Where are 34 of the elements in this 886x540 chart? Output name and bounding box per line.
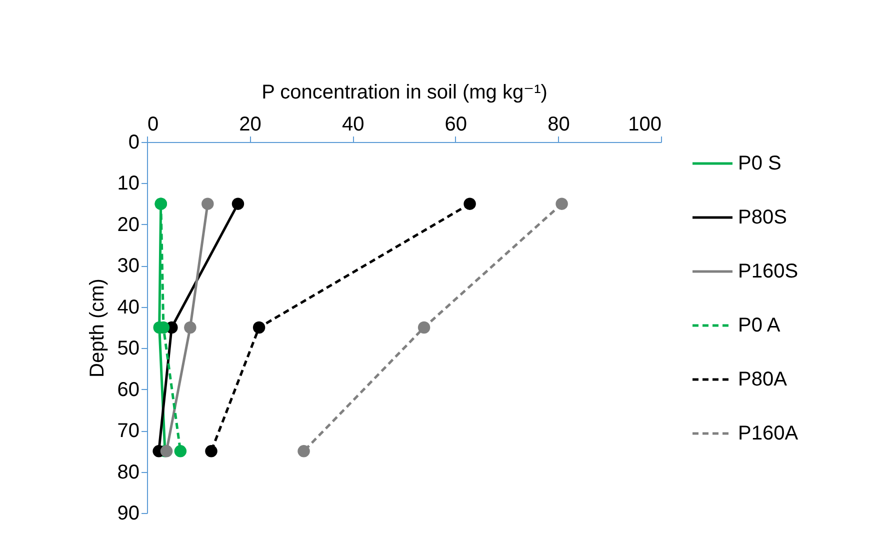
point bbox=[298, 445, 310, 458]
point bbox=[556, 198, 568, 210]
y-tick-label: 70 bbox=[117, 420, 140, 442]
legend-label: P0 A bbox=[738, 314, 781, 336]
x-tick-label: 20 bbox=[239, 114, 262, 136]
y-tick-label: 20 bbox=[117, 214, 140, 236]
point bbox=[174, 445, 187, 458]
x-tick-label: 40 bbox=[342, 114, 364, 136]
y-axis-title: Depth (cm) bbox=[86, 278, 108, 378]
legend-label: P80A bbox=[738, 368, 788, 390]
x-axis-title: P concentration in soil (mg kg⁻¹) bbox=[262, 82, 548, 104]
x-tick-label: 100 bbox=[628, 114, 662, 136]
legend-label: P0 S bbox=[738, 152, 782, 174]
point bbox=[464, 198, 476, 210]
point bbox=[205, 445, 218, 458]
point bbox=[418, 321, 430, 334]
y-tick-label: 0 bbox=[128, 132, 140, 154]
legend-label: P160S bbox=[738, 260, 798, 282]
legend-label: P80S bbox=[738, 206, 787, 228]
y-tick-label: 50 bbox=[117, 338, 140, 360]
y-tick-label: 40 bbox=[117, 296, 140, 318]
point bbox=[252, 321, 266, 334]
x-tick-label: 80 bbox=[548, 114, 570, 136]
y-tick-label: 30 bbox=[117, 255, 140, 278]
point bbox=[232, 198, 244, 210]
y-tick-label: 90 bbox=[117, 502, 140, 524]
point bbox=[202, 198, 214, 210]
point bbox=[184, 321, 196, 334]
y-tick-label: 80 bbox=[117, 461, 140, 484]
y-tick-label: 10 bbox=[117, 172, 140, 195]
legend-label: P160A bbox=[738, 422, 799, 444]
x-tick-label: 0 bbox=[148, 114, 159, 136]
x-tick-label: 60 bbox=[444, 114, 468, 136]
y-tick-label: 60 bbox=[117, 378, 140, 401]
